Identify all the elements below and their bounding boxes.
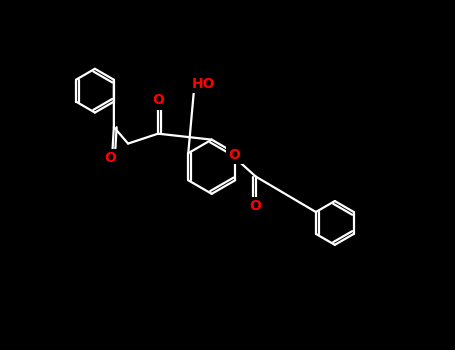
Text: O: O xyxy=(228,148,240,162)
Text: HO: HO xyxy=(191,77,215,91)
Text: O: O xyxy=(152,93,164,107)
Text: O: O xyxy=(105,150,116,164)
Text: O: O xyxy=(249,198,261,212)
